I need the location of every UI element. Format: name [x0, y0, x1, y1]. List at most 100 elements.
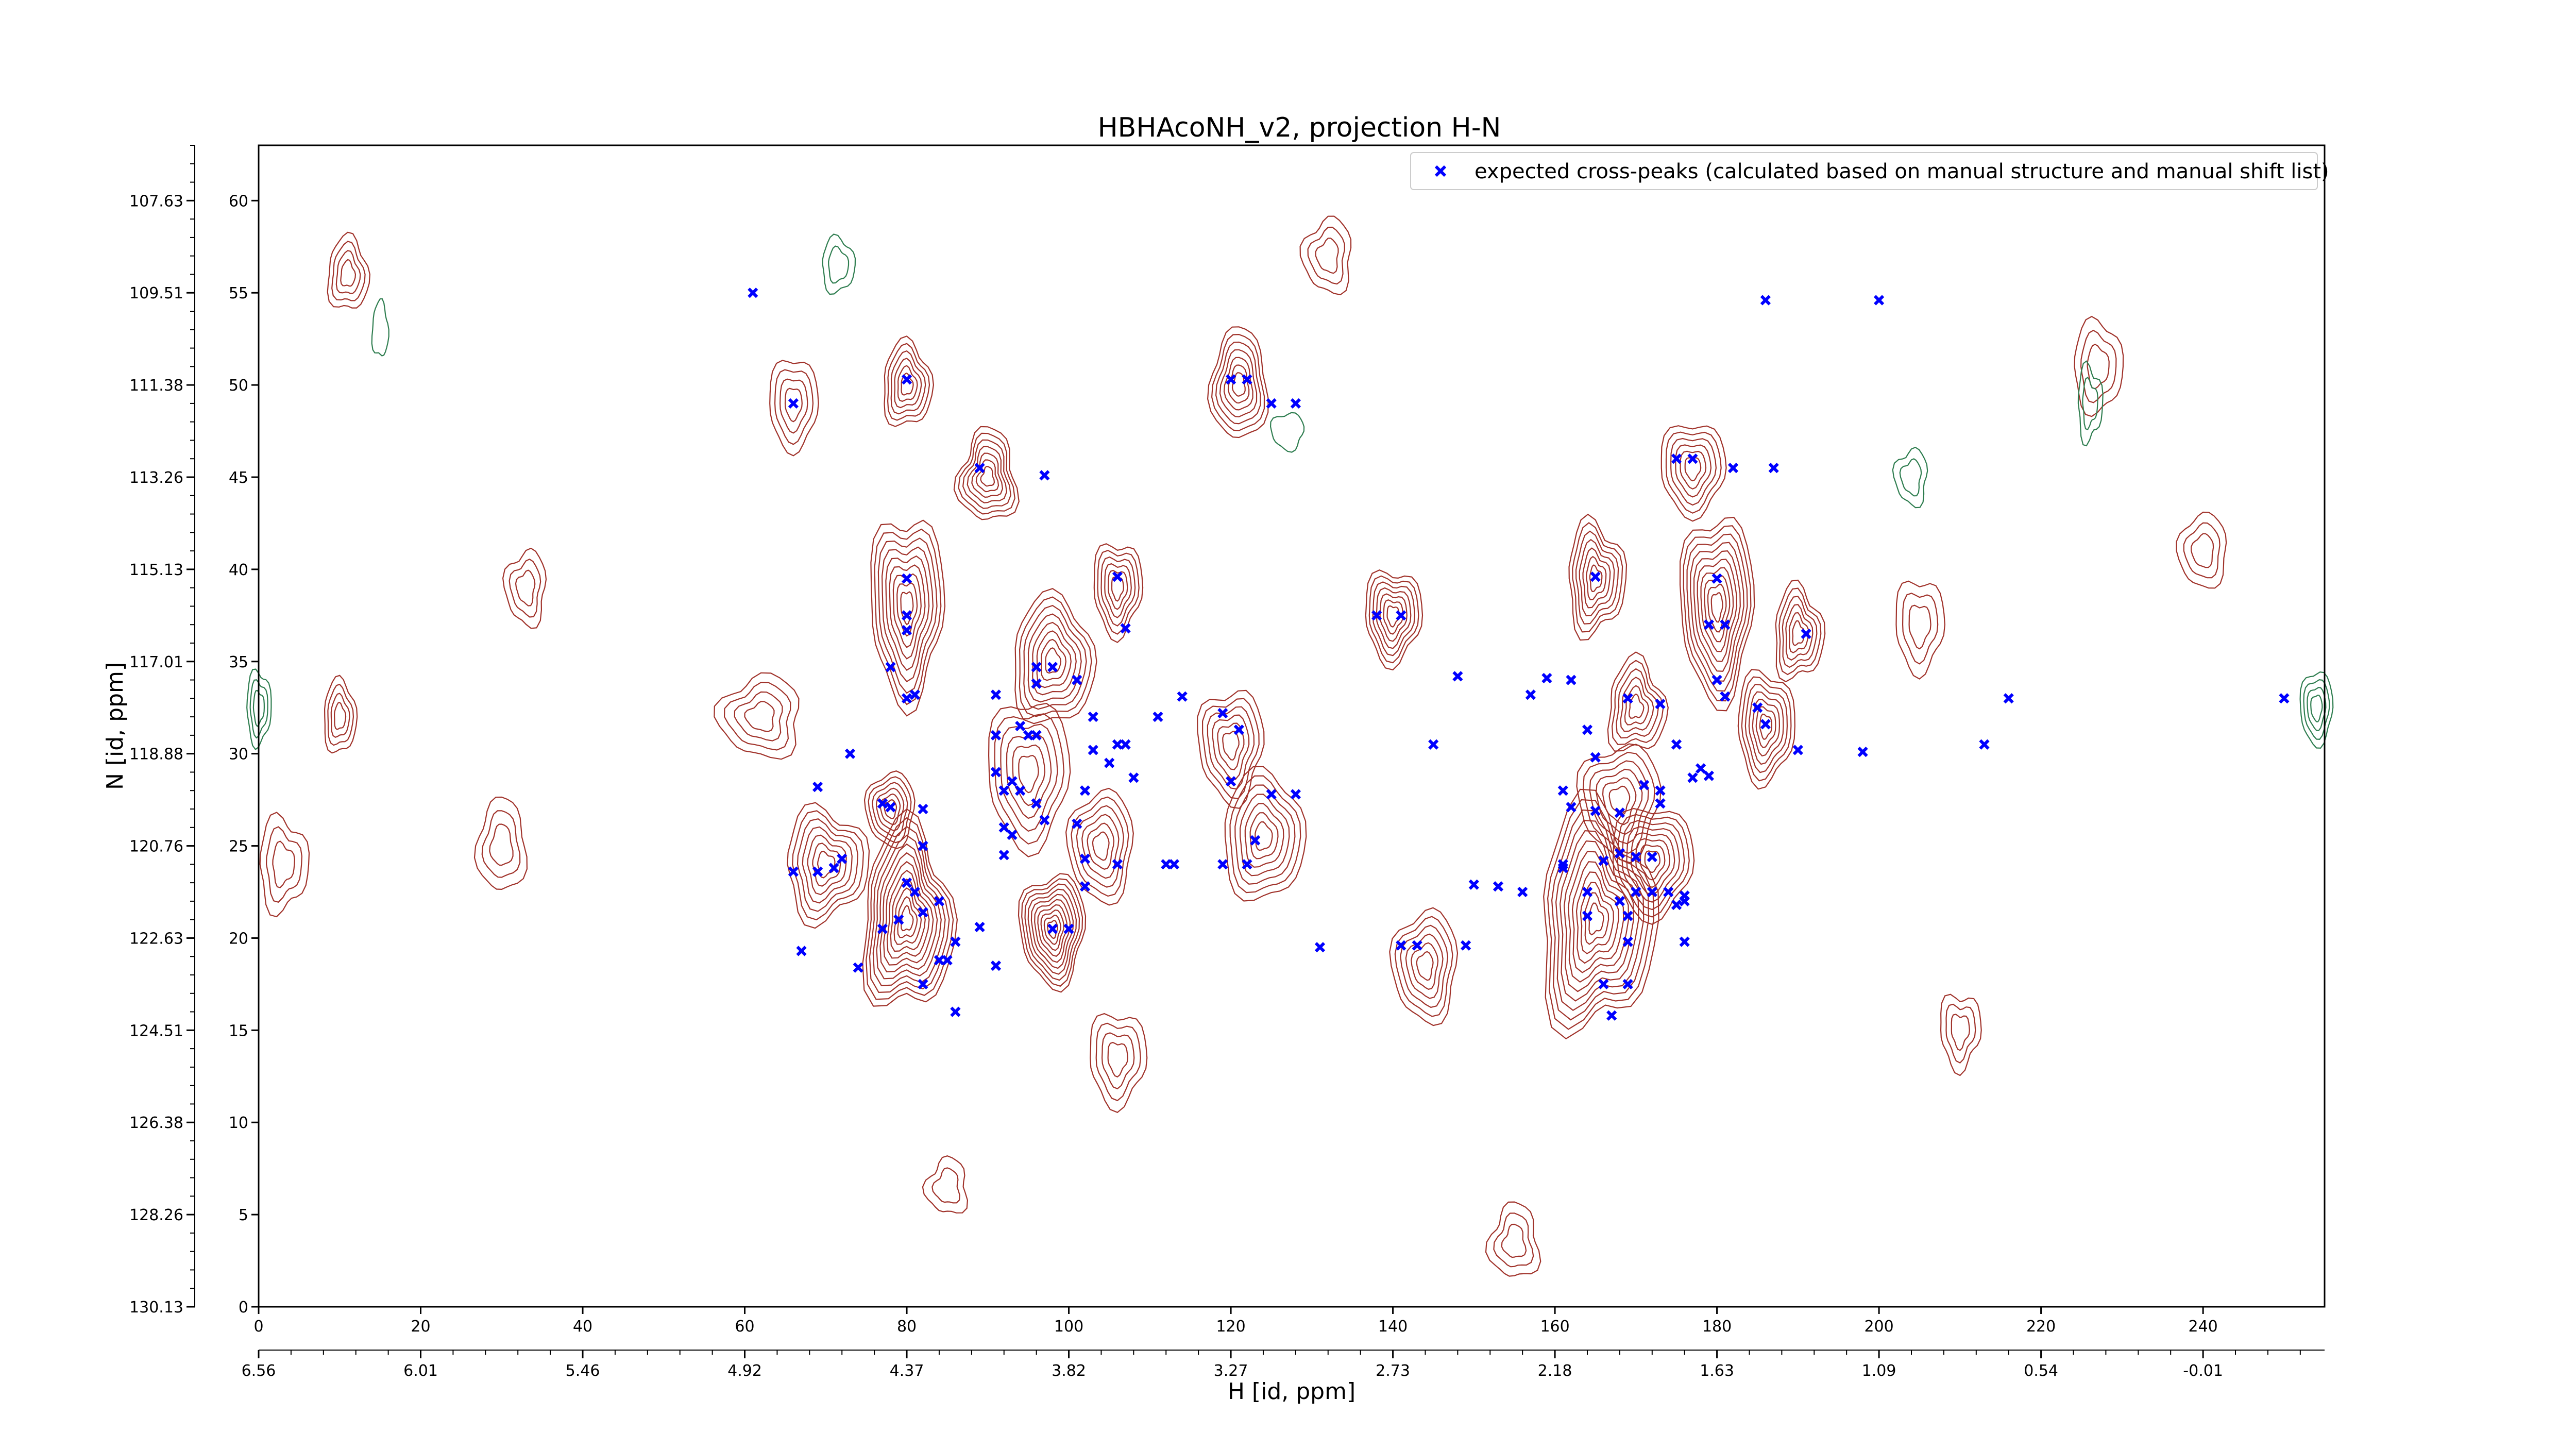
contour-ring [1567, 851, 1630, 983]
contour-ring [1018, 754, 1039, 794]
contour-ring [881, 546, 934, 683]
contour-ring [1400, 924, 1449, 1008]
contour-ring [1222, 731, 1240, 761]
contour-ring [879, 852, 938, 973]
cross-peak-marker [990, 960, 1002, 971]
cross-peak-marker [909, 689, 920, 700]
cross-peak-marker [1801, 628, 1811, 639]
contour-ring [1092, 831, 1110, 861]
y-ppm-tick-label: 118.88 [129, 746, 183, 764]
contour-ring [1710, 592, 1723, 623]
y-tick-label: 25 [229, 838, 248, 856]
cross-peak-marker [1720, 619, 1731, 630]
contour-ring [953, 426, 1020, 520]
contour-ring [875, 787, 905, 832]
cross-peak-marker [901, 693, 912, 704]
contour-ring [1759, 713, 1773, 740]
contour-ring [1227, 364, 1250, 404]
contour-ring [1315, 238, 1339, 274]
contour-ring [1034, 899, 1071, 963]
contour-ring [272, 840, 295, 888]
cross-peak-marker [1687, 772, 1698, 783]
cross-peak-marker [885, 802, 896, 813]
contour-ring [1368, 575, 1419, 664]
cross-peak-marker [990, 730, 1002, 741]
contour-ring [327, 683, 354, 746]
cross-peak-marker [1598, 979, 1609, 990]
cross-peak-marker [1242, 374, 1252, 385]
contour-ring [1411, 942, 1439, 990]
contour-ring [1107, 569, 1128, 610]
cross-peak-marker [1088, 711, 1098, 722]
cross-peak-marker [1582, 724, 1593, 735]
cross-peak-marker [1314, 942, 1326, 953]
contour-ring [330, 693, 350, 738]
x-tick-label: 200 [1864, 1318, 1893, 1336]
contour-ring [1895, 580, 1946, 680]
plot-frame [258, 144, 2326, 1308]
contour-ring [1307, 226, 1345, 285]
contour-ring [1775, 579, 1826, 683]
contour-ring [1568, 513, 1628, 641]
contour-ring [265, 826, 303, 903]
contour-ring [893, 887, 922, 945]
contour-ring [1040, 909, 1064, 951]
contour-ring [340, 259, 357, 287]
contour-ring [879, 793, 901, 825]
cross-peak-marker [1233, 724, 1244, 735]
cross-peak-marker [1590, 752, 1601, 763]
cross-peak-marker [877, 798, 888, 809]
contour-ring [1704, 575, 1731, 643]
contour-ring [1792, 620, 1805, 646]
cross-peak-marker [950, 1006, 961, 1017]
contour-ring [1379, 593, 1408, 642]
contour-ring [1023, 604, 1087, 710]
y-ppm-tick-label: 109.51 [129, 284, 183, 302]
contour-ring [2077, 360, 2104, 447]
contour-ring [874, 528, 942, 705]
contour-ring [975, 459, 999, 493]
contour-ring [1620, 677, 1654, 732]
contour-ring [333, 701, 347, 730]
contour-ring [988, 702, 1071, 857]
cross-peak-marker [1598, 855, 1609, 866]
x-tick-label: 20 [411, 1318, 430, 1336]
cross-peak-marker [901, 573, 912, 584]
cross-peak-marker [1290, 789, 1301, 800]
contour-ring [1012, 744, 1046, 806]
x-ppm-tick-label: 2.18 [1538, 1362, 1572, 1380]
y-tick-label: 55 [229, 284, 248, 302]
cross-peak-marker [1703, 770, 1715, 781]
cross-peak-marker [1671, 899, 1682, 911]
contour-ring [807, 834, 847, 896]
contour-ring [1383, 599, 1404, 635]
cross-peak-marker [1266, 398, 1277, 409]
cross-peak-marker [2003, 693, 2014, 704]
contour-ring [1628, 693, 1645, 719]
cross-peak-marker [901, 625, 912, 636]
contour-ring [1493, 1212, 1534, 1268]
x-ppm-tick-label: -0.01 [2183, 1362, 2223, 1380]
contour-ring [1748, 691, 1784, 765]
cross-peak-markers [748, 288, 2290, 1021]
contour-ring [889, 564, 926, 660]
cross-peak-marker [828, 863, 839, 873]
contour-ring [1571, 861, 1624, 973]
cross-peak-marker [1396, 940, 1406, 951]
y-tick-label: 15 [229, 1022, 248, 1040]
cross-peak-marker [812, 866, 823, 877]
cross-peak-marker [1582, 886, 1593, 898]
cross-peak-marker [1079, 853, 1091, 864]
cross-peak-marker [1015, 785, 1026, 796]
cross-peak-marker [1752, 702, 1763, 713]
contour-ring [1902, 593, 1939, 665]
contour-ring [1217, 722, 1245, 770]
contour-ring [1945, 1003, 1976, 1064]
contour-ring [774, 369, 814, 445]
cross-peak-marker [998, 822, 1009, 833]
contour-ring [481, 810, 521, 878]
contour-ring [792, 810, 865, 921]
contour-ring [1071, 796, 1129, 897]
cross-peak-marker [1039, 470, 1050, 481]
contour-ring [892, 573, 922, 648]
